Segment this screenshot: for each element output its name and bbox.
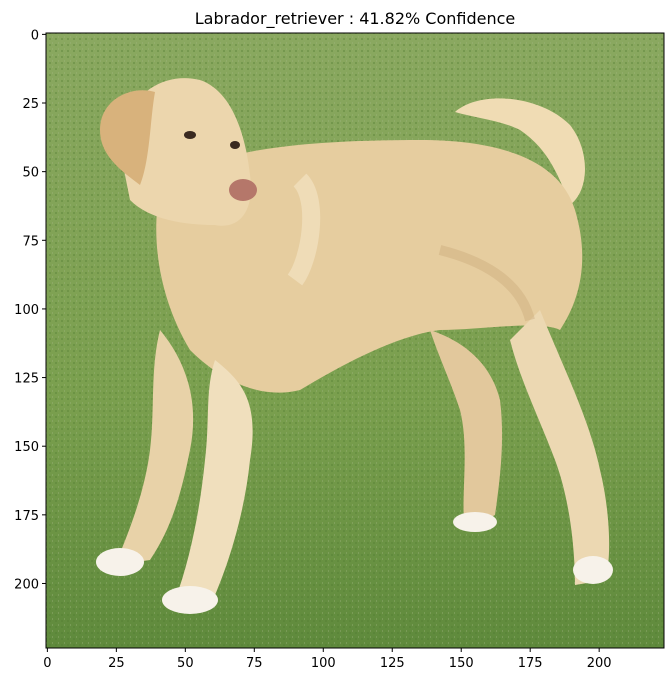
- x-tick-label: 50: [177, 656, 194, 671]
- y-tick-label: 200: [14, 577, 39, 592]
- dog-tail: [455, 98, 585, 205]
- x-tick-label: 0: [43, 656, 51, 671]
- x-tick-label: 125: [380, 656, 405, 671]
- dog-hind-leg: [430, 330, 503, 530]
- y-tick-label: 75: [22, 234, 39, 249]
- dog-eye: [184, 131, 196, 139]
- x-tick-label: 75: [246, 656, 263, 671]
- y-tick-label: 25: [22, 97, 39, 112]
- chart-title: Labrador_retriever : 41.82% Confidence: [195, 9, 516, 29]
- fur-shadow: [438, 245, 535, 322]
- dog-front-leg: [175, 360, 253, 600]
- y-tick-label: 175: [14, 509, 39, 524]
- x-tick-label: 150: [449, 656, 474, 671]
- dog-head: [120, 78, 251, 226]
- y-axis: 0 25 50 75 100 125 150 175 200: [14, 28, 46, 592]
- axes-frame: [45, 32, 665, 649]
- dog-front-leg: [115, 330, 194, 565]
- dog-body: [156, 140, 583, 393]
- x-tick-label: 25: [108, 656, 125, 671]
- dog-paw: [162, 586, 218, 614]
- dog-ear: [100, 90, 155, 185]
- y-tick-label: 125: [14, 372, 39, 387]
- dog-hind-leg: [510, 310, 610, 585]
- x-axis: 0 25 50 75 100 125 150 175 200: [43, 648, 612, 671]
- x-tick-label: 100: [311, 656, 336, 671]
- x-tick-label: 200: [587, 656, 612, 671]
- dog-paw: [96, 548, 144, 576]
- x-tick-label: 175: [518, 656, 543, 671]
- y-tick-label: 0: [31, 28, 39, 43]
- fur-highlight: [287, 173, 321, 286]
- y-tick-label: 150: [14, 440, 39, 455]
- dog-photo: [46, 33, 664, 648]
- y-tick-label: 100: [14, 303, 39, 318]
- dog-nose: [229, 179, 257, 201]
- dog-eye: [230, 141, 240, 149]
- dog-paw: [453, 512, 497, 532]
- y-tick-label: 50: [22, 166, 39, 181]
- dog: [96, 78, 613, 614]
- dog-paw: [573, 556, 613, 584]
